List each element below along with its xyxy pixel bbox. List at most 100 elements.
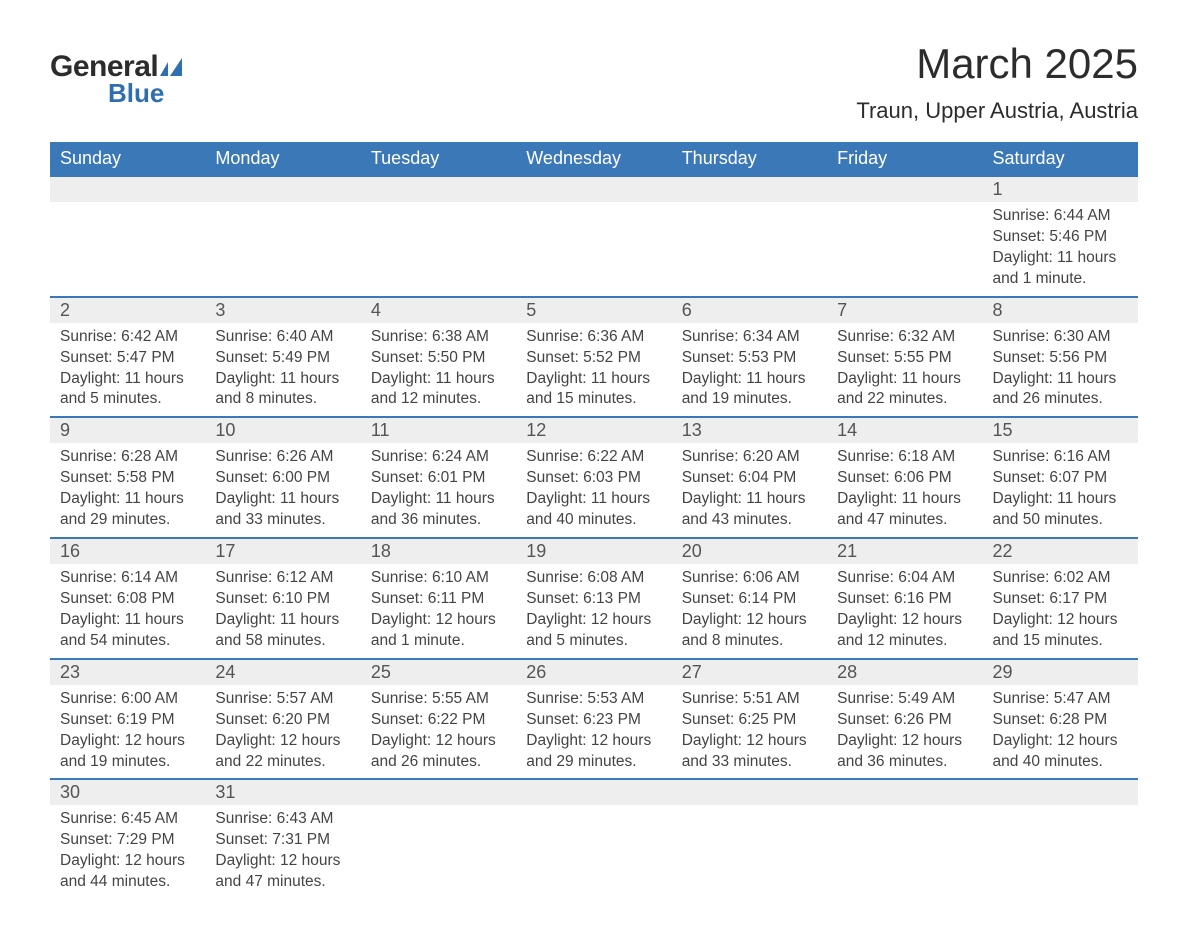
daylight-line: Daylight: 12 hours and 15 minutes.	[993, 610, 1128, 652]
day-content-cell: Sunrise: 6:12 AMSunset: 6:10 PMDaylight:…	[205, 564, 360, 659]
day-content-cell	[672, 805, 827, 899]
day-content-cell: Sunrise: 6:04 AMSunset: 6:16 PMDaylight:…	[827, 564, 982, 659]
sunrise-line: Sunrise: 6:44 AM	[993, 206, 1128, 227]
day-number-row: 9101112131415	[50, 417, 1138, 443]
day-content-cell: Sunrise: 6:38 AMSunset: 5:50 PMDaylight:…	[361, 323, 516, 418]
sunrise-line: Sunrise: 6:22 AM	[526, 447, 661, 468]
sunset-line: Sunset: 6:06 PM	[837, 468, 972, 489]
day-number-cell: 4	[361, 297, 516, 323]
day-number-cell	[361, 176, 516, 202]
sunset-line: Sunset: 6:19 PM	[60, 710, 195, 731]
sunset-line: Sunset: 6:08 PM	[60, 589, 195, 610]
sunset-line: Sunset: 6:23 PM	[526, 710, 661, 731]
daylight-line: Daylight: 12 hours and 26 minutes.	[371, 731, 506, 773]
daylight-line: Daylight: 11 hours and 12 minutes.	[371, 369, 506, 411]
day-content-cell: Sunrise: 6:22 AMSunset: 6:03 PMDaylight:…	[516, 443, 671, 538]
weekday-header-row: SundayMondayTuesdayWednesdayThursdayFrid…	[50, 142, 1138, 176]
day-number-cell	[516, 176, 671, 202]
sunset-line: Sunset: 5:58 PM	[60, 468, 195, 489]
sunrise-line: Sunrise: 6:14 AM	[60, 568, 195, 589]
day-content-cell	[516, 805, 671, 899]
day-content-cell: Sunrise: 6:02 AMSunset: 6:17 PMDaylight:…	[983, 564, 1138, 659]
day-number-cell: 28	[827, 659, 982, 685]
day-content-cell: Sunrise: 6:32 AMSunset: 5:55 PMDaylight:…	[827, 323, 982, 418]
day-number-cell: 23	[50, 659, 205, 685]
day-content-cell: Sunrise: 6:40 AMSunset: 5:49 PMDaylight:…	[205, 323, 360, 418]
sunset-line: Sunset: 6:10 PM	[215, 589, 350, 610]
day-content-cell: Sunrise: 5:55 AMSunset: 6:22 PMDaylight:…	[361, 685, 516, 780]
day-number-cell: 9	[50, 417, 205, 443]
day-number-cell: 15	[983, 417, 1138, 443]
day-number-cell	[50, 176, 205, 202]
day-content-cell	[827, 202, 982, 297]
sunset-line: Sunset: 5:53 PM	[682, 348, 817, 369]
day-number-cell: 26	[516, 659, 671, 685]
sunrise-line: Sunrise: 6:43 AM	[215, 809, 350, 830]
day-content-cell: Sunrise: 5:51 AMSunset: 6:25 PMDaylight:…	[672, 685, 827, 780]
sunrise-line: Sunrise: 6:06 AM	[682, 568, 817, 589]
sunset-line: Sunset: 5:47 PM	[60, 348, 195, 369]
sunset-line: Sunset: 6:16 PM	[837, 589, 972, 610]
sunrise-line: Sunrise: 6:02 AM	[993, 568, 1128, 589]
day-number-row: 23242526272829	[50, 659, 1138, 685]
day-content-cell	[50, 202, 205, 297]
sunset-line: Sunset: 7:31 PM	[215, 830, 350, 851]
day-number-cell	[827, 779, 982, 805]
daylight-line: Daylight: 11 hours and 19 minutes.	[682, 369, 817, 411]
day-number-cell	[672, 779, 827, 805]
day-number-cell: 12	[516, 417, 671, 443]
day-content-cell: Sunrise: 6:28 AMSunset: 5:58 PMDaylight:…	[50, 443, 205, 538]
location: Traun, Upper Austria, Austria	[856, 98, 1138, 124]
sunset-line: Sunset: 6:01 PM	[371, 468, 506, 489]
sunset-line: Sunset: 6:17 PM	[993, 589, 1128, 610]
day-number-row: 2345678	[50, 297, 1138, 323]
logo-text-blue: Blue	[108, 78, 164, 109]
daylight-line: Daylight: 11 hours and 43 minutes.	[682, 489, 817, 531]
sunset-line: Sunset: 6:07 PM	[993, 468, 1128, 489]
sunset-line: Sunset: 5:49 PM	[215, 348, 350, 369]
sunset-line: Sunset: 6:22 PM	[371, 710, 506, 731]
day-content-cell: Sunrise: 6:34 AMSunset: 5:53 PMDaylight:…	[672, 323, 827, 418]
daylight-line: Daylight: 12 hours and 19 minutes.	[60, 731, 195, 773]
day-content-row: Sunrise: 6:00 AMSunset: 6:19 PMDaylight:…	[50, 685, 1138, 780]
day-number-cell: 22	[983, 538, 1138, 564]
day-content-cell	[516, 202, 671, 297]
sunset-line: Sunset: 6:14 PM	[682, 589, 817, 610]
calendar-table: SundayMondayTuesdayWednesdayThursdayFrid…	[50, 142, 1138, 899]
daylight-line: Daylight: 11 hours and 22 minutes.	[837, 369, 972, 411]
daylight-line: Daylight: 12 hours and 44 minutes.	[60, 851, 195, 893]
sunrise-line: Sunrise: 6:00 AM	[60, 689, 195, 710]
day-number-cell: 8	[983, 297, 1138, 323]
daylight-line: Daylight: 12 hours and 40 minutes.	[993, 731, 1128, 773]
day-content-cell	[205, 202, 360, 297]
day-content-cell: Sunrise: 6:44 AMSunset: 5:46 PMDaylight:…	[983, 202, 1138, 297]
weekday-header: Saturday	[983, 142, 1138, 176]
weekday-header: Tuesday	[361, 142, 516, 176]
day-number-cell: 7	[827, 297, 982, 323]
day-number-cell: 14	[827, 417, 982, 443]
day-content-cell: Sunrise: 6:10 AMSunset: 6:11 PMDaylight:…	[361, 564, 516, 659]
day-number-row: 16171819202122	[50, 538, 1138, 564]
daylight-line: Daylight: 11 hours and 58 minutes.	[215, 610, 350, 652]
day-content-cell: Sunrise: 6:18 AMSunset: 6:06 PMDaylight:…	[827, 443, 982, 538]
day-content-cell: Sunrise: 5:49 AMSunset: 6:26 PMDaylight:…	[827, 685, 982, 780]
sunset-line: Sunset: 6:00 PM	[215, 468, 350, 489]
logo-triangle-icon	[160, 58, 184, 76]
day-content-row: Sunrise: 6:28 AMSunset: 5:58 PMDaylight:…	[50, 443, 1138, 538]
sunrise-line: Sunrise: 5:55 AM	[371, 689, 506, 710]
daylight-line: Daylight: 12 hours and 33 minutes.	[682, 731, 817, 773]
daylight-line: Daylight: 11 hours and 29 minutes.	[60, 489, 195, 531]
daylight-line: Daylight: 11 hours and 15 minutes.	[526, 369, 661, 411]
day-content-cell: Sunrise: 5:47 AMSunset: 6:28 PMDaylight:…	[983, 685, 1138, 780]
daylight-line: Daylight: 11 hours and 26 minutes.	[993, 369, 1128, 411]
sunrise-line: Sunrise: 5:49 AM	[837, 689, 972, 710]
sunrise-line: Sunrise: 6:34 AM	[682, 327, 817, 348]
day-content-row: Sunrise: 6:44 AMSunset: 5:46 PMDaylight:…	[50, 202, 1138, 297]
sunrise-line: Sunrise: 6:38 AM	[371, 327, 506, 348]
daylight-line: Daylight: 11 hours and 50 minutes.	[993, 489, 1128, 531]
sunrise-line: Sunrise: 5:53 AM	[526, 689, 661, 710]
sunrise-line: Sunrise: 6:28 AM	[60, 447, 195, 468]
weekday-header: Wednesday	[516, 142, 671, 176]
sunrise-line: Sunrise: 6:42 AM	[60, 327, 195, 348]
daylight-line: Daylight: 11 hours and 33 minutes.	[215, 489, 350, 531]
